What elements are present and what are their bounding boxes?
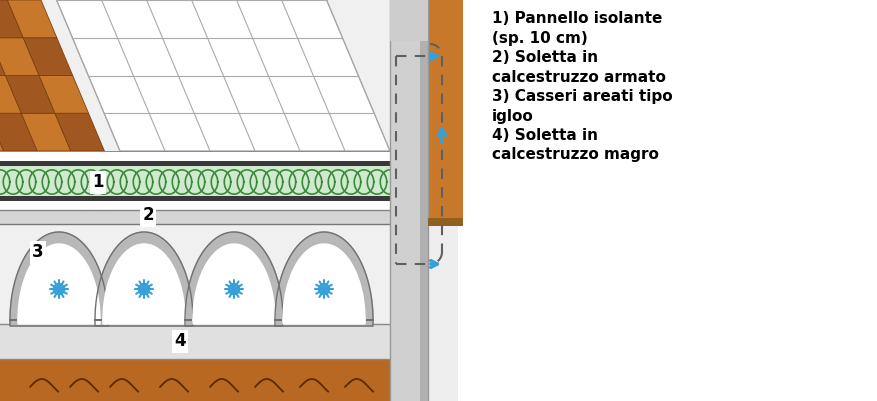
- Polygon shape: [0, 38, 5, 75]
- Text: 2: 2: [142, 206, 153, 224]
- Polygon shape: [0, 38, 39, 75]
- Polygon shape: [0, 113, 4, 151]
- Polygon shape: [185, 232, 283, 326]
- Text: 4) Soletta in: 4) Soletta in: [492, 128, 598, 143]
- Bar: [0, 0, 458, 401]
- Text: 4: 4: [175, 332, 186, 350]
- Polygon shape: [5, 75, 55, 113]
- Text: 1) Pannello isolante: 1) Pannello isolante: [492, 11, 662, 26]
- Bar: [390, 0, 428, 401]
- Polygon shape: [193, 244, 275, 324]
- Polygon shape: [103, 244, 185, 324]
- Bar: [0, 198, 390, 210]
- Bar: [0, 224, 390, 324]
- Text: 3) Casseri areati tipo: 3) Casseri areati tipo: [492, 89, 673, 104]
- Polygon shape: [283, 244, 365, 324]
- Polygon shape: [10, 232, 108, 326]
- Text: 1: 1: [92, 173, 103, 191]
- Polygon shape: [95, 232, 193, 326]
- Bar: [420, 0, 428, 401]
- Bar: [390, 0, 428, 41]
- Text: igloo: igloo: [492, 109, 534, 124]
- Polygon shape: [0, 113, 37, 151]
- Bar: [0, 196, 390, 201]
- Bar: [428, 0, 463, 226]
- Bar: [0, 210, 390, 224]
- Bar: [0, 151, 390, 161]
- Bar: [0, 196, 390, 200]
- Text: calcestruzzo magro: calcestruzzo magro: [492, 148, 659, 162]
- Polygon shape: [57, 0, 390, 151]
- Bar: [0, 0, 390, 151]
- Text: 3: 3: [32, 243, 44, 261]
- Polygon shape: [18, 244, 100, 324]
- Text: 2) Soletta in: 2) Soletta in: [492, 50, 598, 65]
- Bar: [428, 218, 463, 226]
- Bar: [0, 359, 390, 401]
- Polygon shape: [275, 232, 373, 326]
- Polygon shape: [0, 0, 23, 38]
- Bar: [0, 161, 390, 166]
- Bar: [0, 166, 390, 198]
- Polygon shape: [39, 75, 89, 113]
- Polygon shape: [21, 113, 71, 151]
- Polygon shape: [55, 113, 104, 151]
- Text: (sp. 10 cm): (sp. 10 cm): [492, 30, 588, 45]
- Polygon shape: [7, 0, 57, 38]
- Bar: [0, 324, 390, 359]
- Polygon shape: [0, 75, 21, 113]
- Text: calcestruzzo armato: calcestruzzo armato: [492, 69, 666, 85]
- Polygon shape: [23, 38, 73, 75]
